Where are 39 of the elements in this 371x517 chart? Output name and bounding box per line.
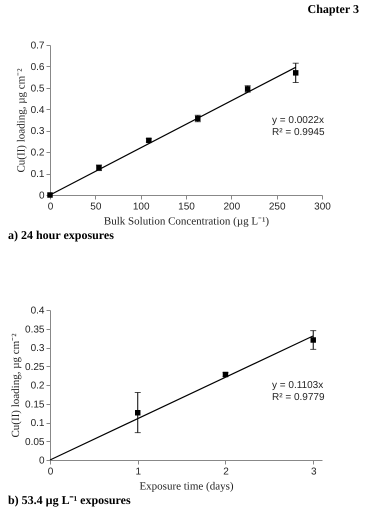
x-tick-label: 200: [223, 202, 241, 212]
y-axis-title: Cu(II) loading, µg cm⁻²: [16, 68, 28, 173]
y-tick-label: 0.1: [30, 418, 45, 429]
x-tick-label: 0: [48, 202, 54, 212]
annotation: R² = 0.9945: [272, 127, 325, 138]
x-tick-label: 2: [223, 466, 230, 478]
text: a) 24 hour exposures: [8, 228, 114, 242]
x-tick-label: 250: [268, 202, 286, 212]
x-tick-label: 50: [90, 202, 102, 212]
y-tick-label: 0.25: [25, 362, 45, 373]
y-axis-title: Cu(II) loading, µg cm⁻²: [10, 332, 22, 438]
y-tick-label: 0.6: [30, 62, 45, 73]
y-tick-label: 0.4: [30, 306, 45, 316]
text: Chapter 3: [306, 1, 360, 18]
y-tick-label: 0.4: [30, 104, 45, 116]
annotation: y = 0.1103x: [272, 380, 324, 391]
y-tick-label: 0: [38, 456, 45, 466]
y-tick-label: 0.3: [30, 126, 45, 138]
y-tick-label: 0: [38, 190, 45, 202]
y-tick-label: 0.5: [30, 83, 45, 94]
x-tick-label: 150: [178, 202, 196, 212]
y-tick-label: 0.15: [25, 399, 45, 410]
annotation: y = 0.0022x: [272, 115, 324, 126]
y-tick-label: 0.3: [30, 343, 45, 354]
y-tick-label: 0.1: [30, 169, 45, 180]
x-axis-title: Bulk Solution Concentration (µg L⁻¹): [104, 216, 270, 228]
x-tick-label: 3: [310, 466, 317, 478]
x-tick-label: 100: [132, 202, 150, 212]
y-tick-label: 0.2: [30, 380, 45, 392]
y-tick-label: 0.05: [25, 436, 45, 448]
annotation: R² = 0.9779: [272, 392, 325, 403]
text: b) 53.4 µg L⁻¹ exposures: [8, 493, 131, 507]
x-axis-title: Exposure time (days): [139, 480, 234, 492]
x-tick-label: 1: [135, 466, 142, 478]
y-tick-label: 0.2: [30, 148, 45, 159]
x-tick-label: 0: [48, 466, 54, 478]
y-tick-label: 0.35: [25, 324, 45, 336]
x-tick-label: 300: [314, 202, 332, 212]
y-tick-label: 0.7: [30, 40, 45, 52]
